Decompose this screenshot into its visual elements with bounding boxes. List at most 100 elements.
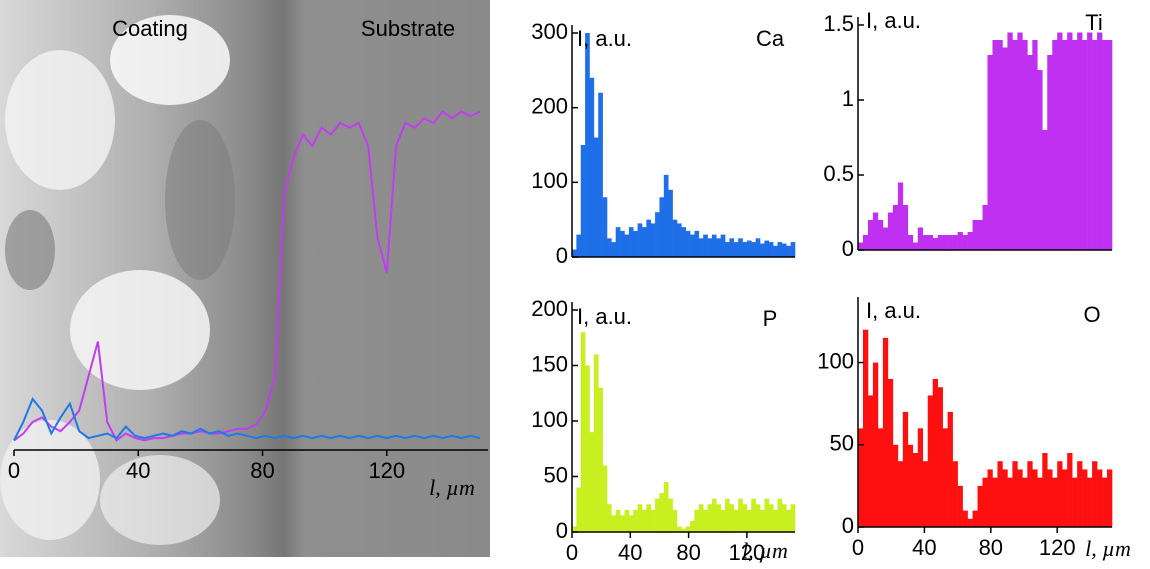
bar (982, 477, 988, 527)
bar (992, 477, 998, 527)
bar (698, 504, 704, 532)
sem-image (0, 0, 490, 557)
element-label: P (763, 306, 778, 331)
y-tick-label: 200 (531, 93, 568, 118)
bar (703, 509, 708, 532)
x-axis-label: l, µm (429, 475, 475, 500)
bar (764, 498, 770, 532)
bar (977, 220, 983, 250)
bar (746, 509, 752, 532)
bar (1007, 477, 1013, 527)
bar (681, 227, 686, 257)
bar (947, 411, 953, 527)
x-tick-label: 0 (8, 458, 20, 483)
bar (672, 509, 678, 532)
bar (1002, 469, 1008, 527)
bar (872, 212, 879, 250)
bar (872, 362, 879, 527)
bar (882, 227, 889, 250)
bar (1072, 477, 1078, 527)
bar (624, 509, 630, 532)
bar (589, 77, 595, 257)
bar (777, 242, 783, 257)
bar (992, 40, 998, 250)
bar (786, 509, 791, 532)
bar (585, 365, 590, 532)
bar (927, 235, 934, 250)
bar (1082, 469, 1088, 527)
y-tick-label: 300 (531, 19, 568, 44)
y-axis-label: I, a.u. (866, 298, 921, 323)
bar (694, 230, 700, 257)
bar (897, 182, 904, 250)
bar (952, 235, 958, 250)
bar (1022, 477, 1028, 527)
bar (1097, 469, 1103, 527)
bar (867, 395, 874, 527)
bar (786, 245, 791, 257)
bar (892, 205, 899, 250)
bar (907, 444, 914, 527)
bar (725, 498, 730, 532)
bar (862, 329, 869, 527)
bar (620, 230, 625, 257)
bar (720, 234, 726, 257)
bar (742, 242, 748, 257)
bar (685, 230, 691, 257)
bar (733, 242, 739, 257)
x-tick-label: 80 (250, 458, 274, 483)
bar (1107, 469, 1113, 527)
bar (982, 205, 988, 250)
bar (1092, 461, 1098, 527)
bar (957, 485, 963, 527)
bar (576, 234, 582, 257)
bar (637, 223, 643, 257)
bar (628, 227, 634, 257)
bar (1072, 40, 1078, 250)
bar (902, 411, 909, 527)
bar (711, 498, 717, 532)
bar (1022, 40, 1028, 250)
bar (720, 509, 726, 532)
bar (655, 498, 660, 532)
bar (672, 219, 678, 257)
bar (1102, 477, 1108, 527)
bar (690, 234, 695, 257)
bar (858, 428, 864, 527)
bar (997, 461, 1003, 527)
bar (957, 232, 963, 250)
bar (892, 444, 899, 527)
bar (729, 238, 735, 257)
bar (602, 197, 608, 257)
bar (1032, 469, 1038, 527)
bar (790, 242, 796, 257)
bar (663, 482, 669, 532)
y-tick-label: 150 (531, 351, 568, 376)
bar (663, 174, 669, 257)
bar (1042, 453, 1048, 527)
bar (659, 197, 665, 257)
bar (912, 242, 919, 250)
y-tick-label: 0 (556, 518, 568, 543)
bar (716, 238, 721, 257)
y-tick-label: 50 (830, 431, 854, 456)
bar (641, 509, 647, 532)
bar (1047, 55, 1053, 250)
bar (694, 509, 700, 532)
y-axis-label: I, a.u. (866, 8, 921, 33)
bar (1052, 40, 1058, 250)
bar (572, 526, 577, 532)
bar (987, 55, 993, 250)
x-tick-label: 40 (912, 535, 936, 560)
profile-line (13, 110, 481, 442)
bar (707, 504, 713, 532)
x-tick-label: 80 (979, 535, 1003, 560)
y-tick-label: 0 (842, 236, 854, 261)
x-axis-label: l, µm (742, 538, 788, 563)
bar (1067, 453, 1073, 527)
bar (742, 504, 748, 532)
bar (1027, 55, 1033, 250)
bar (867, 220, 874, 250)
bar (967, 518, 973, 527)
